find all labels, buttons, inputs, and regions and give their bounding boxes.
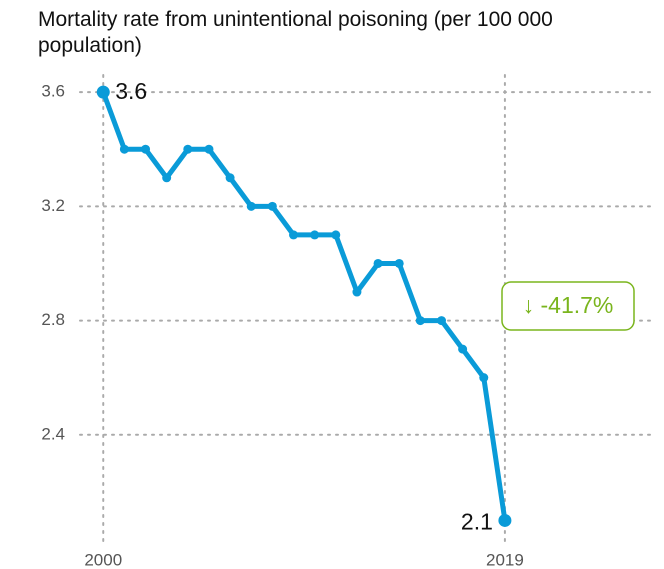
data-label: 2.1 bbox=[461, 509, 493, 535]
point bbox=[310, 230, 320, 240]
y-tick-label: 2.4 bbox=[41, 424, 65, 443]
point bbox=[162, 173, 172, 183]
point bbox=[119, 144, 129, 154]
point bbox=[415, 316, 425, 326]
y-tick-label: 3.2 bbox=[41, 196, 65, 215]
point bbox=[225, 173, 235, 183]
point bbox=[373, 258, 383, 268]
change-label: ↓ -41.7% bbox=[523, 292, 614, 318]
point bbox=[394, 258, 404, 268]
y-tick-label: 2.8 bbox=[41, 310, 65, 329]
point bbox=[498, 513, 512, 527]
point bbox=[458, 344, 468, 354]
point bbox=[331, 230, 341, 240]
point bbox=[141, 144, 151, 154]
change-badge bbox=[501, 281, 635, 331]
data-label: 3.6 bbox=[115, 78, 147, 104]
x-tick-label: 2000 bbox=[84, 550, 122, 569]
point bbox=[267, 201, 277, 211]
point bbox=[436, 316, 446, 326]
point bbox=[352, 287, 362, 297]
point bbox=[183, 144, 193, 154]
point bbox=[204, 144, 214, 154]
line bbox=[100, 91, 508, 521]
point bbox=[479, 373, 489, 383]
y-tick-label: 3.6 bbox=[41, 82, 65, 101]
x-tick-label: 2019 bbox=[486, 550, 524, 569]
point bbox=[289, 230, 299, 240]
point bbox=[246, 201, 256, 211]
point bbox=[96, 85, 110, 99]
chart-title: Mortality rate from unintentional poison… bbox=[38, 8, 553, 57]
